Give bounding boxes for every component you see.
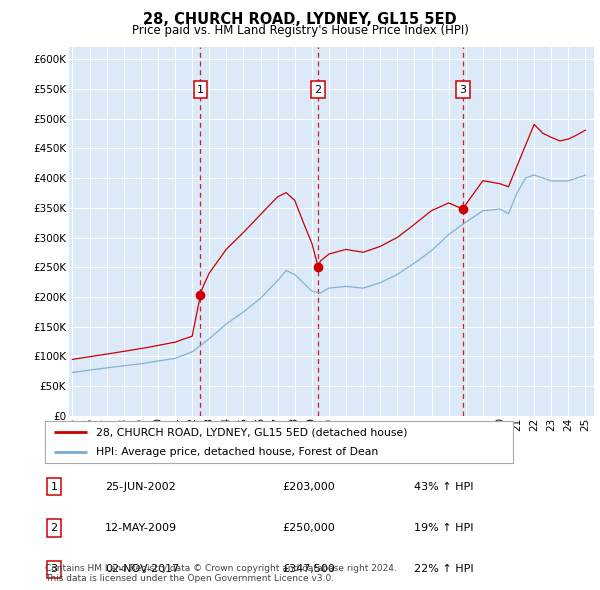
Text: 02-NOV-2017: 02-NOV-2017 [105,565,179,574]
Text: 28, CHURCH ROAD, LYDNEY, GL15 5ED: 28, CHURCH ROAD, LYDNEY, GL15 5ED [143,12,457,27]
Text: HPI: Average price, detached house, Forest of Dean: HPI: Average price, detached house, Fore… [97,447,379,457]
Text: £203,000: £203,000 [282,482,335,491]
Text: Price paid vs. HM Land Registry's House Price Index (HPI): Price paid vs. HM Land Registry's House … [131,24,469,37]
Text: £347,500: £347,500 [282,565,335,574]
Text: 22% ↑ HPI: 22% ↑ HPI [414,565,473,574]
Text: 43% ↑ HPI: 43% ↑ HPI [414,482,473,491]
Text: Contains HM Land Registry data © Crown copyright and database right 2024.
This d: Contains HM Land Registry data © Crown c… [45,563,397,583]
Text: 3: 3 [460,84,467,94]
Text: 3: 3 [50,565,58,574]
Text: 28, CHURCH ROAD, LYDNEY, GL15 5ED (detached house): 28, CHURCH ROAD, LYDNEY, GL15 5ED (detac… [97,427,408,437]
Text: 25-JUN-2002: 25-JUN-2002 [105,482,176,491]
Text: 1: 1 [197,84,204,94]
Text: £250,000: £250,000 [282,523,335,533]
Text: 2: 2 [50,523,58,533]
Text: 12-MAY-2009: 12-MAY-2009 [105,523,177,533]
Text: 19% ↑ HPI: 19% ↑ HPI [414,523,473,533]
Text: 2: 2 [314,84,322,94]
Text: 1: 1 [50,482,58,491]
